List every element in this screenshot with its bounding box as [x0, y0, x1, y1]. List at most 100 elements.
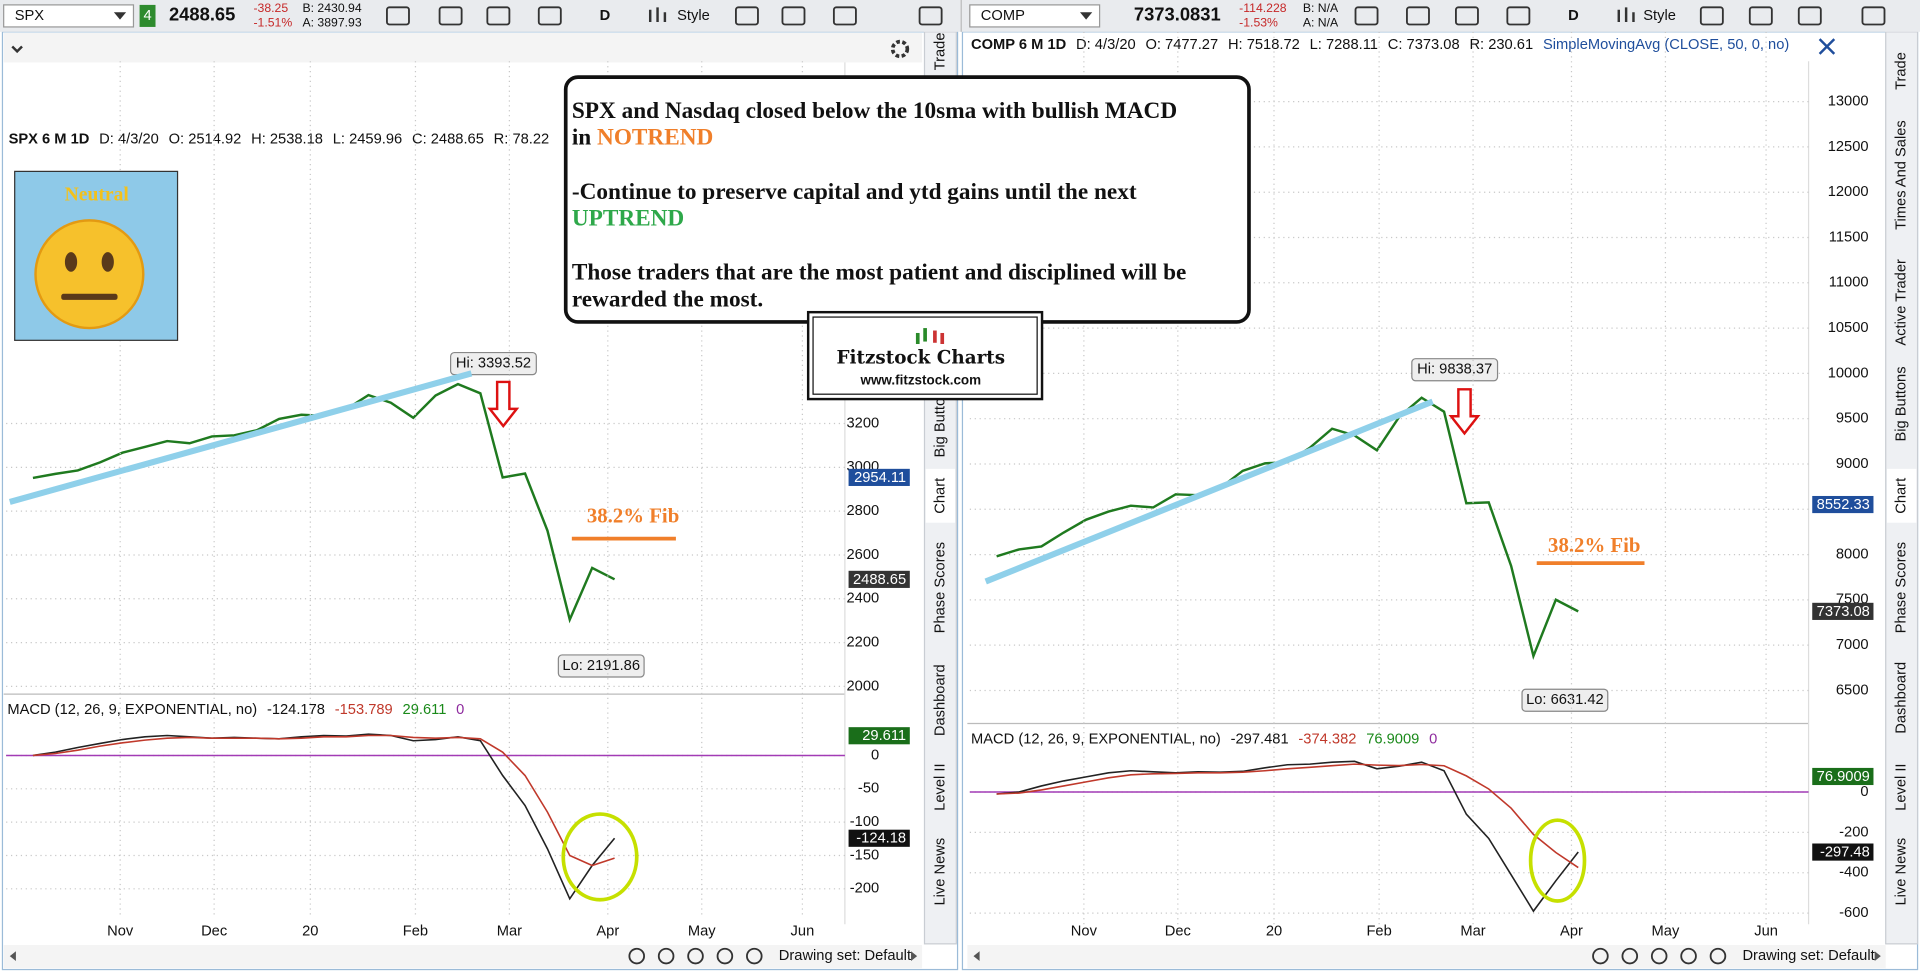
drawing-set[interactable]: Drawing set: Default: [779, 948, 911, 964]
toolbar-button[interactable]: [1455, 6, 1479, 26]
zoom-tool[interactable]: [1680, 947, 1697, 965]
study-title: SPX 6 M 1D: [9, 131, 90, 147]
collapse-chevron[interactable]: [11, 45, 23, 54]
x-tick-label: Apr: [596, 923, 619, 939]
side-tab[interactable]: Trade: [932, 33, 948, 71]
y-tick-label: 10000: [1828, 365, 1869, 381]
toolbar-button[interactable]: [438, 6, 463, 26]
toolbar-button[interactable]: [1748, 6, 1773, 26]
highlight-circle: [1528, 818, 1587, 903]
series-line: [996, 760, 1579, 913]
symbol-dropdown[interactable]: [113, 12, 127, 20]
hi-lo-box: [1411, 358, 1499, 382]
side-tab[interactable]: Dashboard: [1894, 662, 1910, 734]
side-tab[interactable]: Phase Scores: [1894, 542, 1910, 633]
side-tab[interactable]: Level II: [1894, 763, 1910, 810]
side-tab[interactable]: Live News: [932, 838, 948, 906]
readout: C: 7373.08: [1388, 37, 1460, 53]
mood-label: Neutral: [65, 184, 130, 205]
toolbar-button[interactable]: [486, 6, 511, 26]
readout: SimpleMovingAvg (CLOSE, 50, 0, no): [1543, 37, 1789, 53]
period-button[interactable]: D: [600, 8, 611, 24]
readout: L: 2459.96: [333, 131, 402, 147]
zoom-tool[interactable]: [687, 947, 704, 965]
side-tab[interactable]: Live News: [1894, 838, 1910, 906]
symbol-dropdown[interactable]: [1080, 12, 1093, 20]
crosshair-toggle[interactable]: [1818, 38, 1836, 55]
style-icon: [1617, 7, 1635, 23]
y-tick-label: 6500: [1836, 682, 1869, 698]
readout: H: 2538.18: [251, 131, 323, 147]
side-tab[interactable]: Phase Scores: [932, 542, 948, 633]
zoom-tool[interactable]: [1621, 947, 1639, 965]
toolbar-button[interactable]: [1699, 6, 1724, 26]
side-tab[interactable]: Chart: [1894, 478, 1910, 514]
symbol-box[interactable]: [3, 4, 135, 28]
zoom-tool[interactable]: [1709, 947, 1727, 965]
toolbar-button[interactable]: [735, 6, 759, 26]
scroll-right[interactable]: [1874, 951, 1881, 961]
drawing-set[interactable]: Drawing set: Default: [1742, 948, 1874, 964]
side-tab[interactable]: Active Trader: [1894, 259, 1910, 346]
trend-line: [984, 398, 1434, 585]
side-tab[interactable]: Dashboard: [932, 664, 948, 736]
scroll-left[interactable]: [973, 951, 980, 961]
price-badge-label: 76.9009: [1817, 769, 1870, 785]
fib-label: 38.2% Fib: [1548, 533, 1640, 557]
link-badge[interactable]: [139, 4, 156, 27]
price-badge-label: -124.18: [856, 831, 906, 847]
face-eye: [64, 252, 78, 272]
price-badge: [848, 727, 910, 745]
zoom-tool[interactable]: [1592, 947, 1609, 965]
readout: D: 4/3/20: [1076, 37, 1136, 53]
readout: 0: [1429, 731, 1437, 747]
zoom-tool[interactable]: [716, 947, 734, 965]
side-tab[interactable]: Trade: [1894, 52, 1910, 90]
side-tab[interactable]: Times And Sales: [1894, 120, 1910, 230]
period-button[interactable]: D: [1568, 8, 1579, 24]
toolbar-button[interactable]: [1861, 6, 1886, 26]
fib-label: 38.2% Fib: [587, 504, 679, 528]
y-tick-label: 11500: [1829, 229, 1869, 245]
style-button[interactable]: Style: [1643, 8, 1676, 24]
note-line: rewarded the most.: [572, 286, 763, 312]
toolbar-button[interactable]: [1354, 6, 1379, 26]
y-tick-label: 12000: [1828, 184, 1869, 200]
y-tick-label: -400: [1839, 865, 1868, 881]
toolbar-button[interactable]: [386, 6, 410, 26]
side-tab[interactable]: Big Buttons: [932, 382, 948, 457]
x-tick-label: Jun: [1754, 923, 1778, 939]
side-tab[interactable]: Level II: [932, 763, 948, 810]
toolbar-button[interactable]: [918, 6, 943, 26]
zoom-tool[interactable]: [746, 947, 763, 965]
logo-title: Fitzstock Charts: [836, 348, 1005, 369]
toolbar-button[interactable]: [537, 6, 562, 26]
toolbar-button[interactable]: [832, 6, 857, 26]
symbol-box[interactable]: [969, 4, 1101, 28]
toolbar-button[interactable]: [781, 6, 806, 26]
toolbar-button[interactable]: [1797, 6, 1822, 26]
toolbar-button[interactable]: [1406, 6, 1430, 26]
net-change: -1.51%: [253, 15, 292, 29]
readout: -124.178: [267, 702, 325, 718]
zoom-tool[interactable]: [657, 947, 675, 965]
side-tab[interactable]: Chart: [932, 478, 948, 514]
y-tick-label: -50: [858, 781, 879, 797]
readout: O: 2514.92: [169, 131, 242, 147]
zoom-tool[interactable]: [1650, 947, 1668, 965]
symbol: SPX: [15, 8, 45, 24]
toolbar-button[interactable]: [1506, 6, 1531, 26]
neutral-face: [34, 219, 145, 330]
y-tick-label: -100: [850, 814, 879, 830]
face-mouth: [61, 293, 118, 300]
zoom-tool[interactable]: [628, 947, 646, 965]
y-tick-label: 0: [871, 747, 879, 763]
side-tab[interactable]: Big Buttons: [1894, 366, 1910, 441]
symbol: COMP: [981, 8, 1025, 24]
scroll-left[interactable]: [9, 951, 16, 961]
down-arrow: [487, 380, 520, 428]
settings-gear[interactable]: [890, 39, 910, 59]
style-button[interactable]: Style: [677, 8, 710, 24]
scroll-right[interactable]: [911, 951, 918, 961]
